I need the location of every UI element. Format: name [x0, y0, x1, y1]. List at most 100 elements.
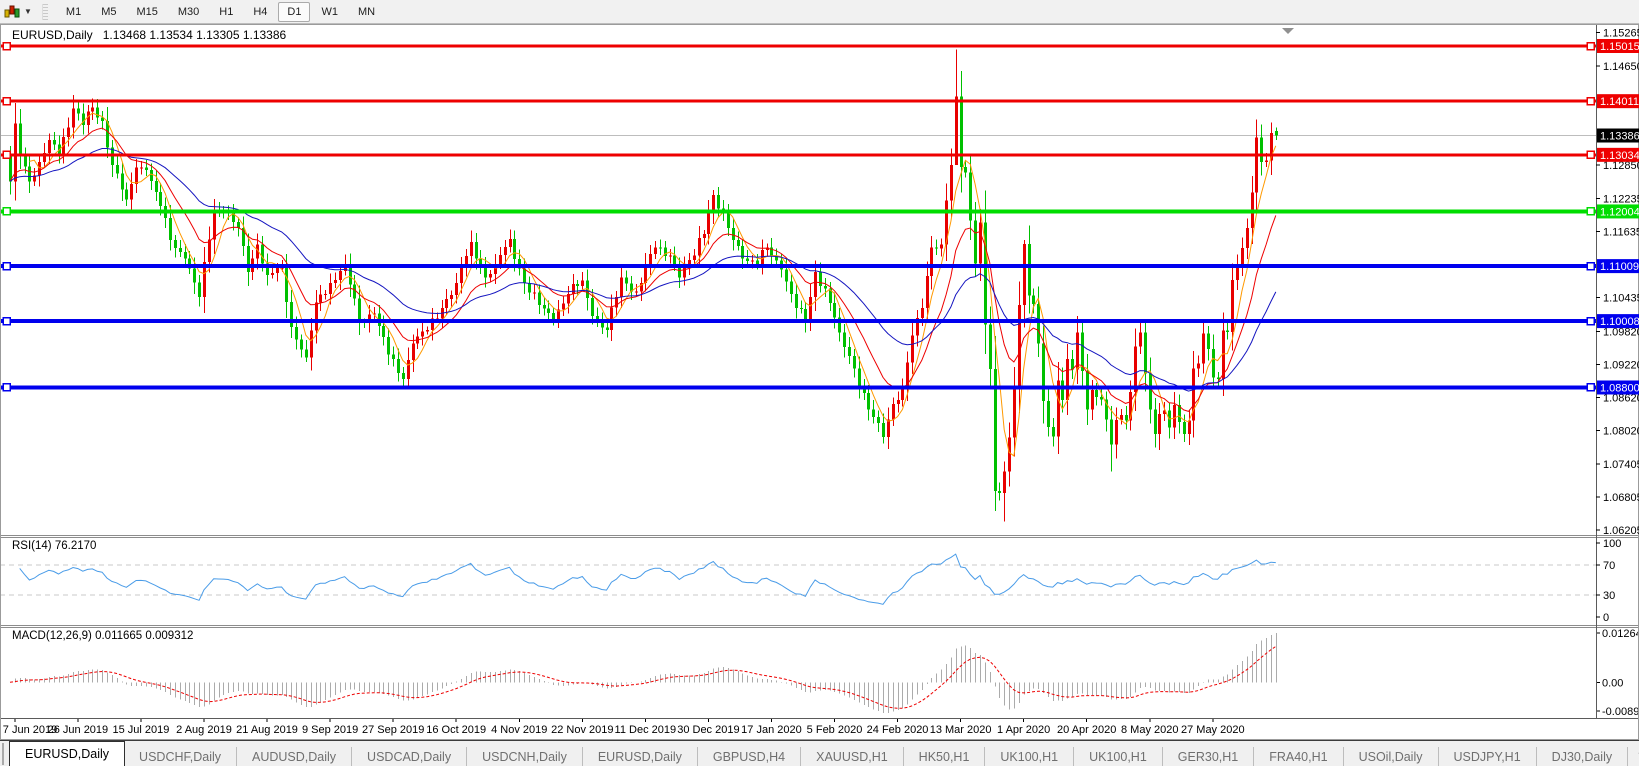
hline-handle[interactable]	[1586, 316, 1595, 326]
candle-body	[615, 296, 618, 308]
hline-handle[interactable]	[1586, 150, 1595, 160]
candle-body	[601, 318, 604, 328]
hline-price-box	[1597, 147, 1639, 162]
candle-body	[1086, 370, 1089, 410]
candle-body	[1032, 295, 1035, 304]
price-axis[interactable]: 1.15265 1.14650 1.12850 1.12235 1.11635 1.104…	[1596, 27, 1639, 624]
tab-fra40-h1[interactable]: FRA40,H1	[1254, 747, 1344, 766]
timeframe-button-m1[interactable]: M1	[65, 5, 82, 18]
timeframe-button-w1[interactable]: W1	[321, 5, 338, 18]
candle-body	[901, 387, 904, 400]
candle-body	[1270, 133, 1273, 161]
timeframe-button-mn[interactable]: MN	[357, 5, 376, 18]
candle-body	[1110, 419, 1113, 445]
tabbar-grip[interactable]	[2, 743, 4, 765]
date-label: 27 May 2020	[1181, 724, 1245, 736]
candle-body	[775, 255, 778, 261]
tab-eurusd-daily[interactable]: EURUSD,Daily	[9, 741, 126, 766]
candle-body	[1236, 265, 1239, 280]
candle-body	[620, 277, 623, 297]
candle-body	[213, 210, 216, 240]
candle-body	[77, 108, 80, 114]
hline-price-box	[1597, 314, 1639, 329]
chart-shift-marker-icon[interactable]	[1282, 28, 1294, 34]
candle-body	[848, 346, 851, 356]
hline-handle[interactable]	[2, 96, 11, 106]
candle-body	[1066, 358, 1069, 401]
timeframe-button-h4[interactable]: H4	[253, 5, 268, 18]
tab-hk50-h1[interactable]: HK50,H1	[904, 747, 986, 766]
candle-body	[295, 327, 298, 340]
hline-handle[interactable]	[2, 41, 11, 51]
timeframe-button-d1[interactable]: D1	[278, 1, 311, 22]
candle-body	[1076, 332, 1079, 370]
tab-dj30-daily[interactable]: DJ30,Daily	[1537, 747, 1629, 766]
candle-body	[387, 336, 390, 355]
candle-body	[1246, 228, 1249, 248]
candle-body	[82, 113, 85, 125]
toolbar-grip[interactable]	[41, 3, 48, 20]
macd-signal-line	[9, 645, 1277, 709]
price-tick-label: 1.09820	[1603, 326, 1639, 338]
price-tick-label: 1.12850	[1603, 160, 1639, 172]
tab-usdjpy-h1[interactable]: USDJPY,H1	[1439, 747, 1537, 766]
tab-eurusd-daily[interactable]: EURUSD,Daily	[583, 747, 698, 766]
price-tick-label: 1.14650	[1603, 61, 1639, 73]
current-price-label: 1.13386	[1600, 131, 1639, 143]
timeframe-button-m5[interactable]: M5	[101, 5, 117, 18]
date-label: 8 May 2020	[1121, 724, 1178, 736]
candle-body	[465, 256, 468, 268]
hline-handle[interactable]	[2, 150, 11, 160]
hline-handle[interactable]	[2, 383, 11, 392]
tab-usoil-daily[interactable]: USOil,Daily	[1344, 747, 1439, 766]
candle-body	[664, 247, 667, 256]
candle-body	[960, 96, 963, 168]
tab-scroll-left-icon[interactable]: ◄	[1628, 748, 1639, 759]
candle-body	[184, 251, 187, 259]
hline-handle[interactable]	[2, 207, 11, 216]
timeframe-button-m30[interactable]: M30	[177, 5, 200, 18]
hline-price-label: 1.14011	[1600, 96, 1639, 108]
timeframe-button-h1[interactable]: H1	[219, 5, 234, 18]
candle-body	[1105, 399, 1108, 420]
candle-body	[373, 313, 376, 315]
candle-body	[940, 244, 943, 249]
tab-audusd-daily[interactable]: AUDUSD,Daily	[237, 747, 353, 766]
candle-body	[494, 263, 497, 274]
tab-usdcnh-daily[interactable]: USDCNH,Daily	[467, 747, 583, 766]
tab-uk100-h1[interactable]: UK100,H1	[985, 747, 1075, 766]
hline-handle[interactable]	[1586, 383, 1595, 392]
candle-body	[484, 267, 487, 278]
candle-body	[188, 258, 191, 269]
candle-body	[1231, 279, 1234, 332]
candle-body	[1081, 332, 1084, 371]
hline-handle[interactable]	[2, 261, 11, 271]
hline-price-label: 1.08800	[1600, 382, 1639, 394]
candle-body	[479, 258, 482, 268]
hline-handle[interactable]	[1586, 41, 1595, 51]
tab-xauusd-h1[interactable]: XAUUSD,H1	[801, 747, 904, 766]
candle-body	[53, 140, 56, 145]
candle-body	[707, 212, 710, 234]
hline-handle[interactable]	[1586, 207, 1595, 216]
candle-body	[906, 362, 909, 388]
candle-body	[266, 263, 269, 275]
candle-body	[921, 307, 924, 319]
date-label: 7 Jun 2019	[3, 724, 57, 736]
hline-handle[interactable]	[1586, 261, 1595, 271]
candle-body	[833, 303, 836, 318]
tab-gbpusd-h4[interactable]: GBPUSD,H4	[698, 747, 802, 766]
candle-body	[1003, 471, 1006, 493]
tab-usdcad-daily[interactable]: USDCAD,Daily	[352, 747, 468, 766]
chart-type-button[interactable]: ▼	[0, 4, 36, 19]
timeframe-button-m15[interactable]: M15	[136, 5, 158, 18]
tab-ger30-h1[interactable]: GER30,H1	[1163, 747, 1255, 766]
tab-uk100-h1[interactable]: UK100,H1	[1074, 747, 1163, 766]
tab-usdchf-daily[interactable]: USDCHF,Daily	[124, 747, 237, 766]
candle-body	[106, 120, 109, 148]
date-label: 4 Nov 2019	[491, 724, 547, 736]
hline-handle[interactable]	[2, 316, 11, 326]
hline-handle[interactable]	[1586, 96, 1595, 106]
